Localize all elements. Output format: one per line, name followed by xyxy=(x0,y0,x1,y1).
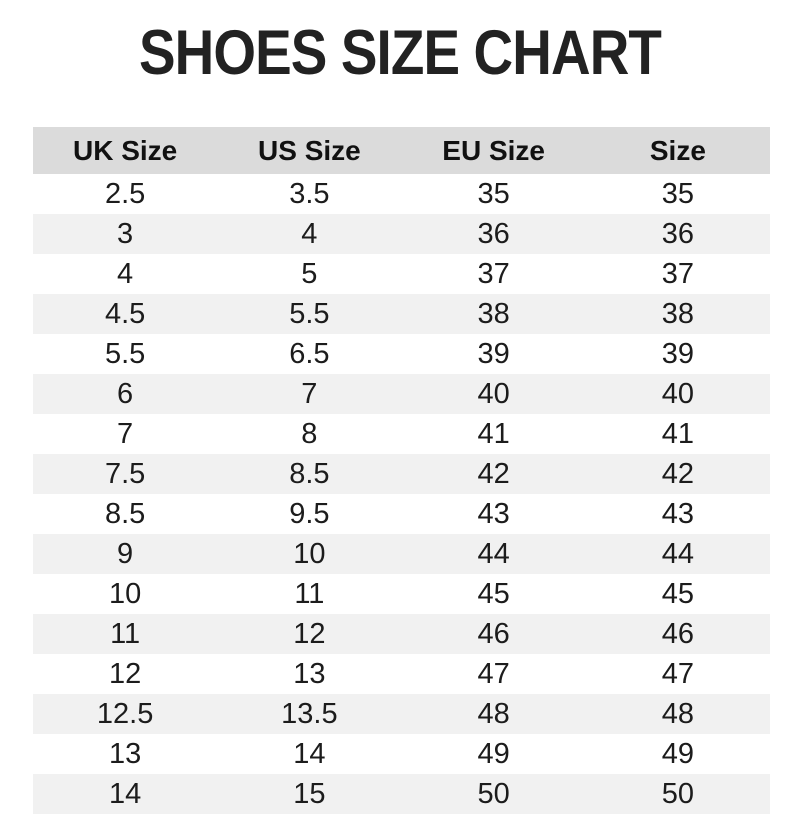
table-cell: 42 xyxy=(661,457,694,490)
table-cell: 46 xyxy=(477,617,510,650)
table-cell: 10 xyxy=(108,577,142,610)
table-cell: 37 xyxy=(661,257,694,290)
table-cell: 50 xyxy=(477,777,510,810)
table-cell: 5.5 xyxy=(289,297,330,330)
table-row: 14 15 50 50 xyxy=(33,774,770,814)
table-cell: 11 xyxy=(110,617,141,650)
column-header-us-size: US Size xyxy=(258,134,361,166)
table-row: 4 5 37 37 xyxy=(33,254,770,294)
table-row: 10 11 45 45 xyxy=(33,574,770,614)
table-cell: 44 xyxy=(661,537,694,570)
table-row: 7 8 41 41 xyxy=(33,414,770,454)
table-cell: 7.5 xyxy=(104,457,146,490)
table-cell: 39 xyxy=(477,337,510,370)
table-cell: 4 xyxy=(301,217,318,250)
table-cell: 49 xyxy=(477,737,510,770)
size-table: UK Size US Size EU Size Size 2.5 3.5 35 35 3… xyxy=(33,127,770,814)
table-cell: 36 xyxy=(661,217,694,250)
table-row: 12 13 47 47 xyxy=(33,654,770,694)
table-cell: 11 xyxy=(294,577,325,610)
table-cell: 14 xyxy=(293,737,326,770)
table-cell: 2.5 xyxy=(104,177,146,210)
table-cell: 6.5 xyxy=(289,337,330,370)
table-row: 11 12 46 46 xyxy=(33,614,770,654)
table-cell: 9.5 xyxy=(289,497,330,530)
table-cell: 41 xyxy=(661,417,694,450)
table-cell: 43 xyxy=(661,497,694,530)
table-cell: 8 xyxy=(301,417,318,450)
table-header-row: UK Size US Size EU Size Size xyxy=(33,127,770,174)
table-cell: 40 xyxy=(477,377,510,410)
table-cell: 5 xyxy=(301,257,318,290)
table-cell: 49 xyxy=(661,737,694,770)
table-cell: 35 xyxy=(661,177,694,210)
table-row: 4.5 5.5 38 38 xyxy=(33,294,770,334)
table-row: 9 10 44 44 xyxy=(33,534,770,574)
column-header-uk-size: UK Size xyxy=(73,134,178,166)
table-cell: 9 xyxy=(117,537,134,570)
table-cell: 6 xyxy=(117,377,134,410)
table-cell: 12.5 xyxy=(96,697,154,730)
table-cell: 41 xyxy=(477,417,510,450)
table-cell: 10 xyxy=(293,537,326,570)
table-cell: 15 xyxy=(293,777,326,810)
table-cell: 7 xyxy=(301,377,318,410)
table-row: 12.5 13.5 48 48 xyxy=(33,694,770,734)
table-cell: 8.5 xyxy=(104,497,146,530)
column-header-eu-size: EU Size xyxy=(442,134,545,166)
table-cell: 40 xyxy=(661,377,694,410)
table-cell: 46 xyxy=(661,617,694,650)
table-cell: 13.5 xyxy=(281,697,338,730)
table-row: 13 14 49 49 xyxy=(33,734,770,774)
table-cell: 7 xyxy=(117,417,134,450)
table-cell: 12 xyxy=(293,617,326,650)
table-cell: 45 xyxy=(477,577,510,610)
table-cell: 39 xyxy=(661,337,694,370)
page-title: SHOES SIZE CHART xyxy=(138,18,662,88)
table-cell: 37 xyxy=(477,257,510,290)
table-cell: 4.5 xyxy=(104,297,146,330)
table-cell: 42 xyxy=(477,457,510,490)
table-cell: 47 xyxy=(661,657,694,690)
table-row: 2.5 3.5 35 35 xyxy=(33,174,770,214)
table-cell: 48 xyxy=(477,697,510,730)
table-cell: 35 xyxy=(477,177,510,210)
table-cell: 5.5 xyxy=(104,337,146,370)
table-cell: 13 xyxy=(293,657,326,690)
table-cell: 3.5 xyxy=(289,177,330,210)
table-cell: 43 xyxy=(477,497,510,530)
table-cell: 47 xyxy=(477,657,510,690)
table-cell: 13 xyxy=(108,737,142,770)
size-chart-page: SHOES SIZE CHART UK Size US Size EU Size… xyxy=(0,22,800,822)
column-header-size: Size xyxy=(649,134,706,166)
table-cell: 4 xyxy=(117,257,134,290)
table-cell: 38 xyxy=(477,297,510,330)
table-row: 6 7 40 40 xyxy=(33,374,770,414)
table-cell: 38 xyxy=(661,297,694,330)
table-row: 7.5 8.5 42 42 xyxy=(33,454,770,494)
table-cell: 50 xyxy=(661,777,694,810)
table-cell: 45 xyxy=(661,577,694,610)
table-cell: 36 xyxy=(477,217,510,250)
table-cell: 12 xyxy=(108,657,142,690)
table-cell: 14 xyxy=(108,777,142,810)
table-cell: 8.5 xyxy=(289,457,330,490)
table-body: 2.5 3.5 35 35 3 4 36 36 4 5 37 37 4.5 5.5 38 38 5.5 6.5 39… xyxy=(33,174,770,814)
table-row: 5.5 6.5 39 39 xyxy=(33,334,770,374)
table-cell: 3 xyxy=(117,217,134,250)
table-cell: 44 xyxy=(477,537,510,570)
table-cell: 48 xyxy=(661,697,694,730)
table-row: 3 4 36 36 xyxy=(33,214,770,254)
table-row: 8.5 9.5 43 43 xyxy=(33,494,770,534)
